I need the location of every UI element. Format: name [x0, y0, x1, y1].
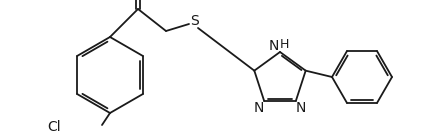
- Text: Cl: Cl: [47, 120, 61, 134]
- Text: S: S: [190, 14, 198, 28]
- Text: N: N: [254, 101, 264, 115]
- Text: N: N: [269, 39, 279, 53]
- Text: H: H: [279, 38, 289, 51]
- Text: N: N: [296, 101, 306, 115]
